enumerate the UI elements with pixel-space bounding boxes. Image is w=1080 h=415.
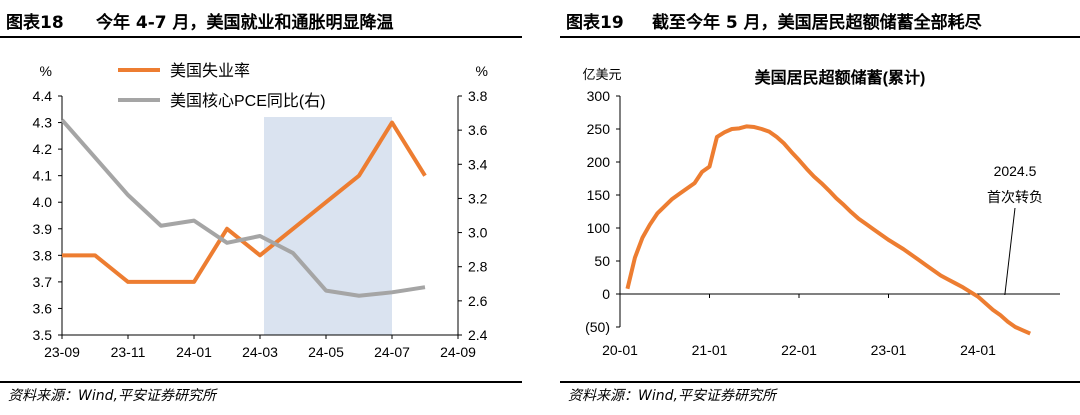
x-tick-label: 24-01 xyxy=(176,344,212,360)
annotation-text: 首次转负 xyxy=(987,190,1043,206)
x-tick-label: 24-09 xyxy=(440,344,476,360)
y-axis-unit: 亿美元 xyxy=(582,68,621,83)
figure-number: 图表18 xyxy=(6,13,64,33)
y-tick-label-left: 4.4 xyxy=(33,88,53,104)
figure-title: 截至今年 5 月，美国居民超额储蓄全部耗尽 xyxy=(652,13,982,33)
y-tick-label-left: 3.6 xyxy=(33,300,53,316)
figure-title: 今年 4-7 月，美国就业和通胀明显降温 xyxy=(96,13,394,33)
legend-label: 美国核心PCE同比(右) xyxy=(170,92,326,110)
x-tick-label: 22-01 xyxy=(781,342,817,358)
y-tick-label: 200 xyxy=(587,154,611,170)
annotation-arrow xyxy=(1004,207,1016,296)
figure-header: 图表19 截至今年 5 月，美国居民超额储蓄全部耗尽 xyxy=(560,0,1080,38)
source-divider xyxy=(560,381,1080,383)
y-tick-label: 50 xyxy=(594,253,610,269)
source-note: 资料来源：Wind,平安证券研究所 xyxy=(8,388,216,404)
chart-right-svg: (50) 0 50 100 150 200 250 300 亿美元 20-01 21-01 22-01… xyxy=(582,68,1060,358)
chart-left-svg: 3.5 3.6 3.7 3.8 3.9 4.0 4.1 4.2 4.3 4.4 2.4 2.6 2.8 3… xyxy=(33,62,488,360)
y-tick-label-left: 3.5 xyxy=(33,327,53,343)
y-tick-label: 0 xyxy=(602,286,610,302)
x-tick-label: 20-01 xyxy=(602,342,638,358)
chart-title: 美国居民超额储蓄(累计) xyxy=(755,68,926,87)
y-tick-label-left: 3.8 xyxy=(33,247,53,263)
figure-header: 图表18 今年 4-7 月，美国就业和通胀明显降温 xyxy=(0,0,522,38)
excess-savings-line xyxy=(625,124,1032,336)
figure-number: 图表19 xyxy=(566,13,624,33)
y-tick-label-left: 4.1 xyxy=(33,168,53,184)
unemployment-line xyxy=(62,120,427,284)
y-tick-label-right: 2.6 xyxy=(468,293,488,309)
y-tick-label-left: 3.7 xyxy=(33,274,53,290)
y-tick-label: 250 xyxy=(587,121,611,137)
y-tick-label: 100 xyxy=(587,220,611,236)
y-axis-unit-right: % xyxy=(476,63,488,79)
x-tick-label: 24-05 xyxy=(308,344,344,360)
y-tick-label: (50) xyxy=(585,319,610,335)
x-tick-label: 23-11 xyxy=(111,344,146,360)
x-tick-label: 24-07 xyxy=(374,344,410,360)
y-tick-label-right: 3.4 xyxy=(468,156,488,172)
y-tick-label-right: 3.6 xyxy=(468,122,488,138)
y-tick-label-right: 3.2 xyxy=(468,190,488,206)
y-tick-label-right: 3.8 xyxy=(468,88,488,104)
y-tick-label: 300 xyxy=(587,88,611,104)
y-tick-label-left: 3.9 xyxy=(33,221,53,237)
y-tick-label-right: 3.0 xyxy=(468,225,488,241)
source-note: 资料来源：Wind,平安证券研究所 xyxy=(568,388,776,404)
x-tick-label: 24-01 xyxy=(960,342,996,358)
x-tick-label: 23-09 xyxy=(44,344,80,360)
y-tick-label-left: 4.3 xyxy=(33,115,53,131)
x-tick-label: 23-01 xyxy=(871,342,907,358)
x-tick-label: 24-03 xyxy=(242,344,278,360)
y-tick-label-left: 4.0 xyxy=(33,194,53,210)
annotation-date: 2024.5 xyxy=(994,163,1037,179)
y-axis-unit-left: % xyxy=(40,63,52,79)
chart-panel-right: 图表19 截至今年 5 月，美国居民超额储蓄全部耗尽 (50) 0 50 100 150… xyxy=(560,0,1080,415)
y-tick-label-left: 4.2 xyxy=(33,141,53,157)
y-tick-label-right: 2.8 xyxy=(468,259,488,275)
y-tick-label: 150 xyxy=(587,187,611,203)
chart-panel-left: 图表18 今年 4-7 月，美国就业和通胀明显降温 3.5 3.6 3.7 3.8 3.… xyxy=(0,0,522,415)
source-divider xyxy=(0,381,522,383)
y-tick-label-right: 2.4 xyxy=(468,327,488,343)
legend-label: 美国失业率 xyxy=(170,62,250,80)
x-tick-label: 21-01 xyxy=(692,342,728,358)
core-pce-line xyxy=(60,118,426,298)
